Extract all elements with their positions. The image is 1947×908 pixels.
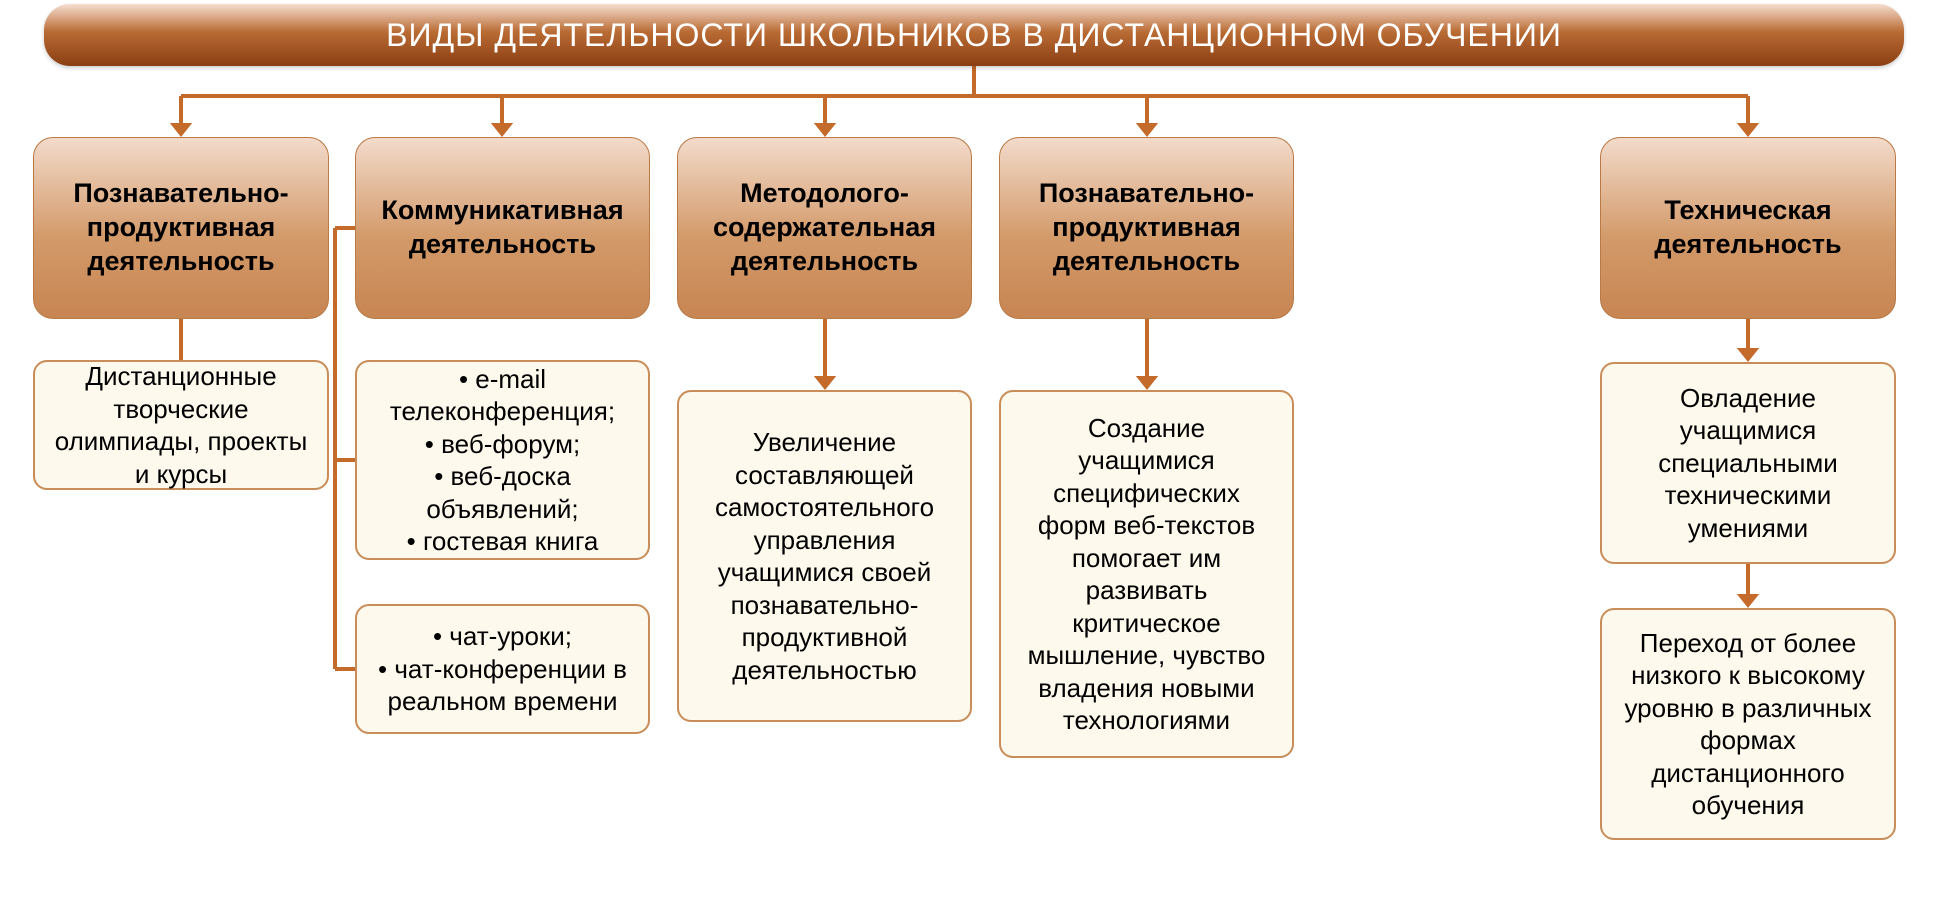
- category-label: Техническая деятельность: [1619, 194, 1877, 262]
- arrow-down-icon: [814, 123, 836, 137]
- arrow-down-icon: [1136, 123, 1158, 137]
- detail-box: Увеличение составляющей самостоятельного…: [677, 390, 972, 722]
- arrow-down-icon: [491, 123, 513, 137]
- detail-text: Овладение учащимися специальными техниче…: [1618, 382, 1878, 545]
- arrow-down-icon: [1737, 594, 1759, 608]
- detail-bullet-list: чат-уроки;чат-конференции в реальном вре…: [373, 620, 632, 718]
- category-label: Методолого-содержательная деятельность: [696, 177, 953, 278]
- diagram-title: ВИДЫ ДЕЯТЕЛЬНОСТИ ШКОЛЬНИКОВ В ДИСТАНЦИО…: [44, 4, 1904, 66]
- detail-bullet: чат-конференции в реальном времени: [373, 653, 632, 718]
- detail-bullet: e-mail телеконференция;: [373, 363, 632, 428]
- category-box: Методолого-содержательная деятельность: [677, 137, 972, 319]
- detail-box: Переход от более низкого к высокому уров…: [1600, 608, 1896, 840]
- category-box: Познавательно-продуктивная деятельность: [999, 137, 1294, 319]
- arrow-down-icon: [1737, 123, 1759, 137]
- category-box: Техническая деятельность: [1600, 137, 1896, 319]
- category-label: Коммуникативная деятельность: [374, 194, 631, 262]
- category-box: Познавательно-продуктивная деятельность: [33, 137, 329, 319]
- detail-text: Создание учащимися специфических форм ве…: [1017, 412, 1276, 737]
- detail-bullet: веб-доска объявлений;: [373, 460, 632, 525]
- arrow-down-icon: [170, 123, 192, 137]
- detail-text: Переход от более низкого к высокому уров…: [1618, 627, 1878, 822]
- detail-box: Создание учащимися специфических форм ве…: [999, 390, 1294, 758]
- arrow-down-icon: [1136, 376, 1158, 390]
- detail-text: Дистанционные творческие олимпиады, прое…: [51, 360, 311, 490]
- detail-box: чат-уроки;чат-конференции в реальном вре…: [355, 604, 650, 734]
- detail-text: Увеличение составляющей самостоятельного…: [695, 426, 954, 686]
- detail-bullet: чат-уроки;: [373, 620, 632, 653]
- detail-bullet: гостевая книга: [373, 525, 632, 558]
- arrow-down-icon: [1737, 348, 1759, 362]
- detail-box: e-mail телеконференция;веб-форум;веб-дос…: [355, 360, 650, 560]
- arrow-down-icon: [814, 376, 836, 390]
- detail-box: Овладение учащимися специальными техниче…: [1600, 362, 1896, 564]
- category-box: Коммуникативная деятельность: [355, 137, 650, 319]
- detail-bullet-list: e-mail телеконференция;веб-форум;веб-дос…: [373, 363, 632, 558]
- detail-bullet: веб-форум;: [373, 428, 632, 461]
- detail-box: Дистанционные творческие олимпиады, прое…: [33, 360, 329, 490]
- diagram-title-text: ВИДЫ ДЕЯТЕЛЬНОСТИ ШКОЛЬНИКОВ В ДИСТАНЦИО…: [386, 17, 1562, 54]
- category-label: Познавательно-продуктивная деятельность: [1018, 177, 1275, 278]
- category-label: Познавательно-продуктивная деятельность: [52, 177, 310, 278]
